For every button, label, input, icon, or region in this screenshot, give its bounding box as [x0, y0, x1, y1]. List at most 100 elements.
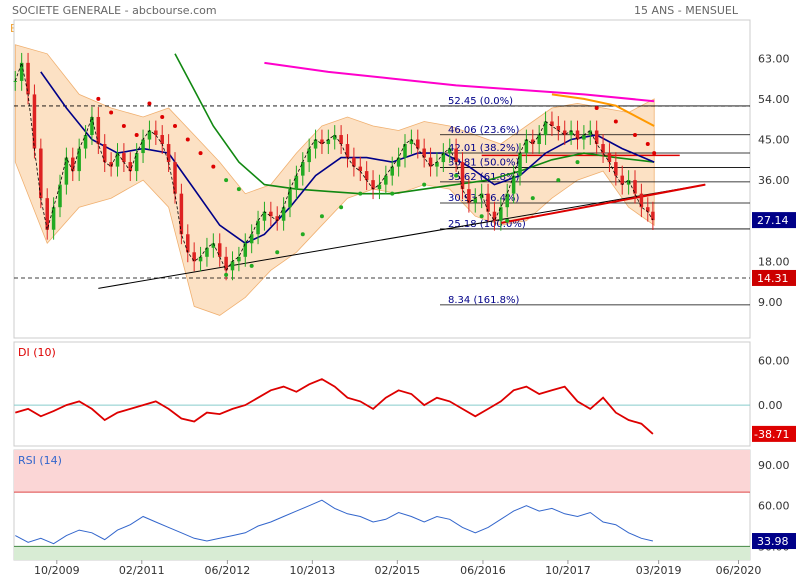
candle-body: [179, 193, 184, 235]
candle-body: [594, 130, 599, 145]
candle-body: [141, 139, 145, 154]
candle-body: [492, 211, 497, 221]
candle-body: [332, 135, 337, 140]
x-label-3: 06/2012: [205, 564, 251, 577]
price-tick-4: 36.00: [758, 174, 790, 187]
sar-dot: [358, 191, 363, 196]
candle-body: [102, 144, 107, 163]
candle-body: [71, 157, 75, 172]
long-trendline: [98, 184, 706, 289]
candle-body: [550, 121, 554, 126]
candle-body: [371, 180, 375, 190]
sar-dot: [633, 133, 637, 138]
x-label-5: 02/2015: [374, 564, 420, 577]
candle-body: [281, 207, 286, 221]
candle-body: [441, 153, 446, 163]
di-panel-frame: [13, 341, 751, 447]
candle-body: [275, 216, 279, 221]
x-axis: 10/2009 02/2011 06/2012 10/2013 02/2015 06/20…: [34, 560, 761, 577]
candle-body: [377, 184, 382, 190]
sar-dot: [160, 114, 165, 119]
candle-body: [45, 198, 49, 230]
candle-body: [256, 220, 260, 235]
candle-body: [454, 148, 458, 163]
candle-body: [26, 62, 30, 95]
candle-body: [556, 126, 561, 131]
sar-dot: [422, 182, 427, 187]
sar-dot: [575, 160, 580, 165]
fib-label-7: 25.18 (100.0%): [448, 219, 526, 230]
candle-body: [505, 193, 509, 208]
price-tick-2: 54.00: [758, 93, 790, 106]
sar-dot: [224, 272, 229, 277]
candle-body: [13, 80, 18, 82]
sar-dot: [236, 187, 241, 192]
price-panel: 52.45 (0.0%) 46.06 (23.6%) 42.01 (38.2%) 38…: [13, 19, 796, 339]
sar-dot: [652, 151, 657, 156]
candle-body: [217, 243, 222, 257]
sar-dot: [134, 133, 139, 138]
x-label-1: 10/2009: [34, 564, 80, 577]
sar-dot: [96, 96, 101, 101]
candle-body: [122, 153, 126, 163]
candle-body: [569, 130, 573, 136]
rsi-overbought-zone: [14, 450, 750, 493]
candle-body: [479, 193, 484, 199]
candle-body: [205, 247, 209, 257]
sar-dot: [198, 151, 203, 156]
candle-body: [288, 189, 292, 208]
rsi-tick-2: 60.00: [758, 500, 790, 513]
sar-dot: [594, 105, 599, 110]
x-label-2: 02/2011: [119, 564, 165, 577]
di-tick-2: 0.00: [758, 399, 783, 412]
candle-body: [403, 144, 407, 158]
last-price-label: 27.14: [757, 214, 789, 227]
candle-body: [633, 180, 637, 194]
candle-body: [77, 148, 81, 172]
candle-body: [390, 166, 394, 176]
di-line: [15, 378, 654, 435]
mm7-line: [14, 61, 654, 272]
red-trendline: [500, 183, 706, 224]
fib-label-3: 42.01 (38.2%): [448, 143, 519, 154]
candle-body: [511, 175, 516, 194]
x-label-9: 06/2020: [716, 564, 762, 577]
candle-body: [147, 130, 152, 140]
mm200-line: [264, 61, 655, 103]
candle-body: [358, 166, 363, 172]
sar-dot: [479, 214, 484, 219]
candle-body: [39, 148, 43, 199]
candle-body: [447, 148, 452, 154]
candle-body: [518, 153, 522, 176]
sar-dot: [556, 178, 561, 183]
sar-dot: [454, 173, 459, 178]
candle-body: [582, 135, 586, 140]
rsi-last-tag: [752, 533, 796, 550]
sar-dot: [300, 232, 305, 237]
candle-body: [294, 175, 299, 190]
sar-dot: [275, 250, 280, 255]
candle-body: [301, 162, 305, 176]
candle-body: [192, 252, 196, 262]
candle-body: [166, 144, 171, 163]
candle-body: [339, 135, 343, 145]
candle-body: [211, 243, 216, 248]
x-label-6: 06/2016: [460, 564, 506, 577]
di-last-label: -38.71: [754, 428, 789, 441]
candle-body: [269, 211, 273, 217]
candle-body: [651, 211, 655, 221]
fib-label-2: 46.06 (23.6%): [448, 125, 519, 136]
candle-body: [186, 234, 190, 253]
x-label-8: 03/2019: [636, 564, 682, 577]
candle-body: [154, 130, 158, 136]
sar-dot: [147, 101, 152, 106]
candle-body: [51, 207, 56, 230]
candle-body: [58, 184, 62, 208]
candle-body: [243, 243, 248, 257]
last-price-tag: [752, 212, 796, 229]
candle-body: [428, 157, 433, 167]
candle-body: [313, 139, 318, 149]
fib-label-1: 52.45 (0.0%): [448, 96, 513, 107]
